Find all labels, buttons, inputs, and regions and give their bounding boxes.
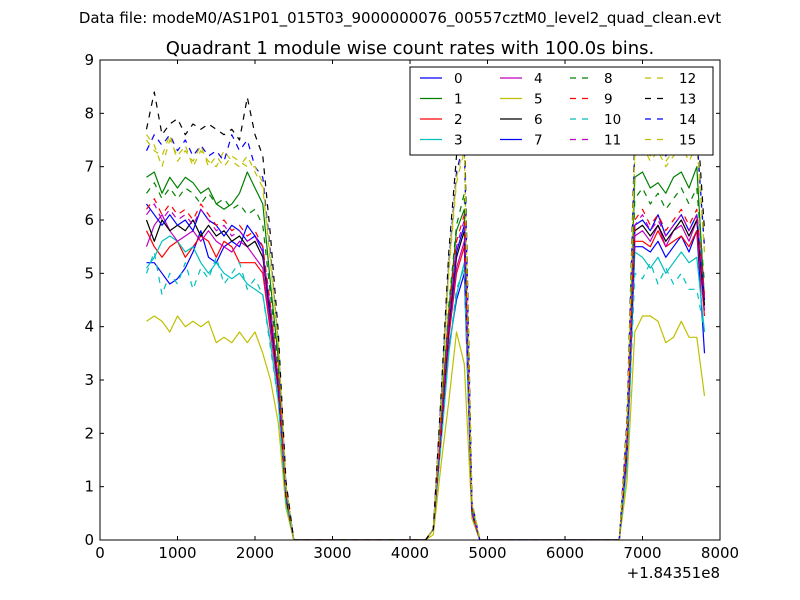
legend-label-10: 10	[604, 112, 621, 128]
y-tick-label: 9	[84, 51, 94, 69]
series-line-8	[146, 182, 706, 540]
series-line-3	[146, 235, 706, 540]
legend-label-8: 8	[604, 71, 613, 87]
legend-label-7: 7	[534, 133, 543, 149]
y-tick-label: 8	[84, 104, 94, 122]
series-layer	[145, 91, 706, 540]
legend-label-15: 15	[679, 133, 696, 149]
legend-label-4: 4	[534, 71, 543, 87]
y-tick-label: 6	[84, 211, 94, 229]
series-line-12	[146, 134, 706, 540]
series-line-10	[145, 251, 706, 540]
legend-box	[409, 66, 714, 156]
series-line-9	[146, 198, 706, 540]
plot-frame	[99, 59, 721, 541]
x-tick-label: 5000	[468, 544, 506, 562]
legend-label-14: 14	[679, 112, 696, 128]
legend-label-12: 12	[679, 71, 696, 87]
series-line-0	[146, 224, 706, 540]
series-line-6	[145, 219, 706, 540]
legend-label-9: 9	[604, 92, 613, 108]
series-line-7	[146, 203, 706, 540]
series-line-4	[145, 214, 706, 540]
legend-label-13: 13	[679, 92, 696, 108]
chart-title: Quadrant 1 module wise count rates with …	[166, 38, 655, 59]
chart-suptitle: Data file: modeM0/AS1P01_015T03_90000000…	[79, 9, 721, 28]
y-tick-label: 4	[84, 318, 94, 336]
series-line-5	[146, 315, 706, 540]
x-tick-label: 0	[95, 544, 105, 562]
y-tick-label: 5	[84, 264, 94, 282]
x-tick-label: 6000	[546, 544, 584, 562]
x-tick-label: 2000	[236, 544, 274, 562]
legend-label-11: 11	[604, 133, 621, 149]
legend-label-1: 1	[454, 92, 463, 108]
series-line-14	[145, 134, 706, 540]
legend-label-3: 3	[454, 133, 463, 149]
legend-label-6: 6	[534, 112, 543, 128]
x-tick-label: 1000	[158, 544, 196, 562]
axis-ticks: 0 1000 2000 3000 4000 5000 6000 7000 80000123456…	[84, 51, 739, 562]
x-tick-label: 3000	[313, 544, 351, 562]
x-tick-label: 7000	[623, 544, 661, 562]
legend-label-2: 2	[454, 112, 463, 128]
series-line-1	[146, 166, 706, 540]
y-tick-label: 3	[84, 371, 94, 389]
series-line-13	[145, 91, 706, 540]
x-tick-label: 8000	[701, 544, 739, 562]
x-tick-label: 4000	[391, 544, 429, 562]
legend-label-5: 5	[534, 92, 543, 108]
legend-label-0: 0	[454, 71, 463, 87]
series-line-11	[146, 203, 706, 540]
y-tick-label: 2	[84, 424, 94, 442]
y-tick-label: 1	[84, 478, 94, 496]
x-offset-label: +1.84351e8	[627, 564, 720, 582]
series-line-15	[146, 134, 706, 540]
y-tick-label: 0	[84, 531, 94, 549]
y-tick-label: 7	[84, 158, 94, 176]
